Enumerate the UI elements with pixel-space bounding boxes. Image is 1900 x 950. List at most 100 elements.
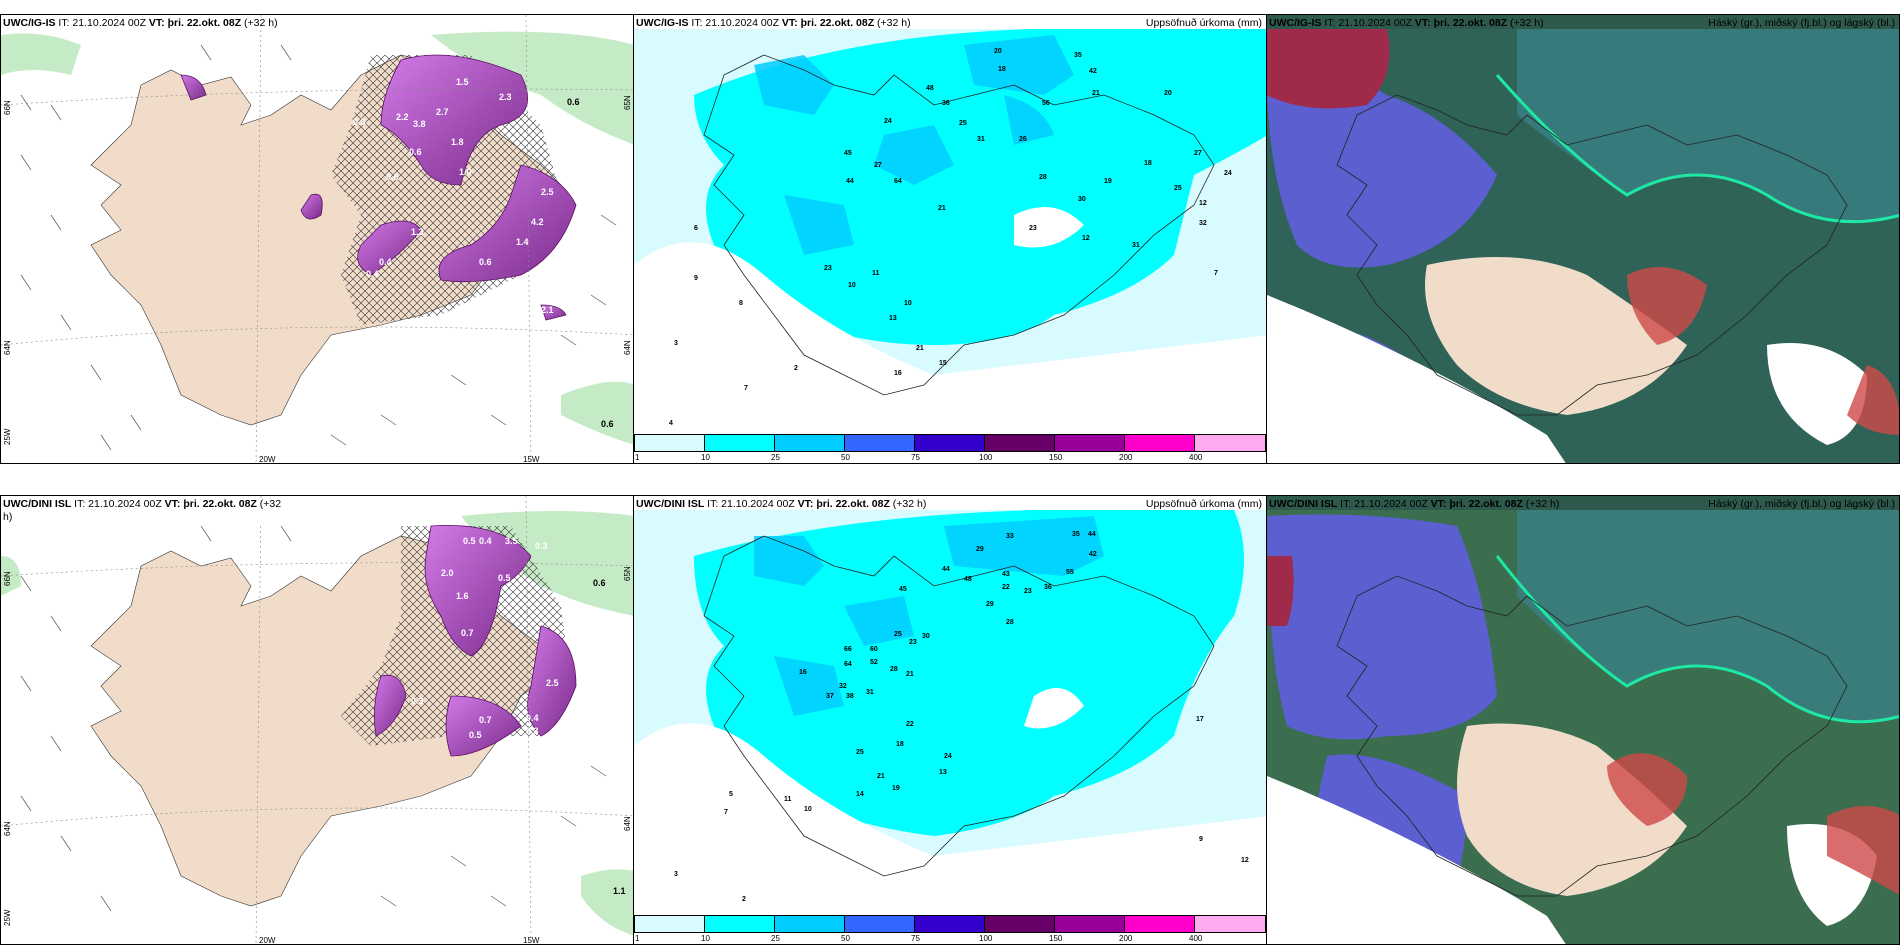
lead-time: (+32 h)	[1510, 17, 1544, 29]
precip-25-50-area	[754, 516, 1104, 716]
init-time: IT: 21.10.2024 00Z	[58, 17, 146, 29]
precip-value: 33	[1006, 533, 1014, 540]
precip-value: 24	[884, 118, 892, 125]
value-label: 0.6	[386, 172, 399, 182]
colorbar-swatch	[704, 434, 775, 452]
value-label: 0.3	[526, 726, 539, 736]
init-time: IT: 21.10.2024 00Z	[691, 17, 779, 29]
mid-cloud-red	[1607, 753, 1899, 895]
precip-value: 2	[794, 365, 798, 372]
precip-value: 37	[826, 693, 834, 700]
colorbar-tick: 150	[1049, 934, 1063, 943]
precip-value: 36	[1044, 584, 1052, 591]
value-label: 1.3	[411, 227, 424, 237]
colorbar-tick: 150	[1049, 453, 1063, 462]
value-label: 0.5	[353, 117, 366, 127]
mid-high-red	[1267, 556, 1294, 626]
light-precip-area	[1, 31, 633, 445]
value-label: 1.4	[516, 237, 529, 247]
low-cloud-area	[1267, 68, 1497, 268]
precip-value: 12	[1082, 235, 1090, 242]
precip-value: 3	[674, 871, 678, 878]
precip-value: 24	[944, 753, 952, 760]
panel-clouds-top: UWC/IG-IS IT: 21.10.2024 00Z VT: þri. 22…	[1266, 14, 1900, 464]
colorbar-tick: 200	[1119, 453, 1133, 462]
valid-time: þri. 22.okt. 08Z	[167, 17, 242, 29]
panel-wind-precip-top: UWC/IG-IS IT: 21.10.2024 00Z VT: þri. 22…	[0, 14, 634, 464]
precip-value: 22	[906, 721, 914, 728]
cloud-cover-map	[1267, 29, 1899, 463]
high-cloud-area	[1517, 29, 1899, 222]
colorbar-tick: 100	[979, 453, 993, 462]
init-time: IT: 21.10.2024 00Z	[74, 498, 162, 510]
iceland-coast	[1336, 94, 1848, 416]
precip-value: 15	[939, 360, 947, 367]
lat-label: 65N	[623, 566, 632, 581]
model-name: UWC/DINI ISL	[1269, 498, 1338, 510]
value-label: 1.8	[451, 137, 464, 147]
value-label: 2.3	[499, 92, 512, 102]
precip-value: 21	[1092, 90, 1100, 97]
init-time: IT: 21.10.2024 00Z	[707, 498, 795, 510]
valid-label: VT:	[164, 498, 181, 510]
precip-value: 20	[1164, 90, 1172, 97]
precip-value: 19	[1104, 178, 1112, 185]
lat-label: 64N	[3, 821, 12, 836]
precip-value: 35	[1072, 531, 1080, 538]
valid-label: VT:	[148, 17, 165, 29]
colorbar-swatch	[1124, 434, 1195, 452]
panel-accum-precip-top: UWC/IG-IS IT: 21.10.2024 00Z VT: þri. 22…	[633, 14, 1267, 464]
colorbar-swatch	[774, 915, 845, 933]
precip-value: 64	[844, 661, 852, 668]
precip-value: 2	[742, 896, 746, 903]
colorbar-tick: 10	[701, 453, 710, 462]
precip-value: 13	[939, 769, 947, 776]
valid-label: VT:	[1414, 17, 1431, 29]
precip-value: 43	[1002, 571, 1010, 578]
precip-value: 10	[904, 300, 912, 307]
lon-label: 15W	[523, 936, 540, 945]
valid-label: VT:	[797, 498, 814, 510]
value-label: 0.6	[601, 419, 614, 429]
colorbar-swatch	[984, 915, 1055, 933]
field-title: Háský (gr.), miðský (fj.bl.) og lágský (…	[1708, 498, 1895, 510]
valid-time: þri. 22.okt. 08Z	[1433, 17, 1508, 29]
accum-precip-map: 33 35 44 42 29 44 43 48 22 23 36 55 45 2…	[634, 510, 1266, 920]
precip-value: 23	[1029, 225, 1037, 232]
colorbar-tick: 400	[1189, 453, 1203, 462]
precip-value: 25	[894, 631, 902, 638]
wind-precip-map: 0.5 3.8 2.7 2.2 1.8 1.5 1.0 0.6 0.6 2.5 …	[1, 15, 633, 463]
precip-value: 32	[839, 683, 847, 690]
precip-value: 5	[729, 791, 733, 798]
accum-precip-map: 20 18 35 42 21 48 36 25 31 24 56 26 45 2…	[634, 29, 1266, 439]
panel-header: UWC/IG-IS IT: 21.10.2024 00Z VT: þri. 22…	[1269, 17, 1544, 30]
value-label: 3.8	[413, 119, 426, 129]
precip-value: 25	[959, 120, 967, 127]
precip-value: 27	[874, 162, 882, 169]
value-label: 2.5	[541, 187, 554, 197]
precip-value: 21	[906, 671, 914, 678]
value-label: 1.1	[613, 886, 626, 896]
precip-value: 29	[976, 546, 984, 553]
value-label: 0.6	[479, 257, 492, 267]
lon-label: 25W	[3, 428, 12, 445]
valid-label: VT:	[781, 17, 798, 29]
lon-label: 25W	[3, 909, 12, 926]
value-label: 0.4	[479, 536, 492, 546]
precip-value: 56	[1042, 100, 1050, 107]
precip-value: 11	[784, 796, 792, 803]
value-label: 4.2	[531, 217, 544, 227]
panel-accum-precip-bottom: UWC/DINI ISL IT: 21.10.2024 00Z VT: þri.…	[633, 495, 1267, 945]
model-name: UWC/DINI ISL	[3, 498, 72, 510]
precip-value: 20	[994, 48, 1002, 55]
model-name: UWC/IG-IS	[1269, 17, 1322, 29]
precip-value: 64	[894, 178, 902, 185]
lat-label: 66N	[3, 571, 12, 586]
precip-value: 45	[844, 150, 852, 157]
value-label: 0.3	[535, 541, 548, 551]
precip-25-50-area	[754, 35, 1074, 255]
colorbar-tick: 50	[841, 453, 850, 462]
model-name: UWC/IG-IS	[3, 17, 56, 29]
iceland-coast	[703, 54, 1215, 396]
heavy-precip-area	[180, 54, 577, 321]
